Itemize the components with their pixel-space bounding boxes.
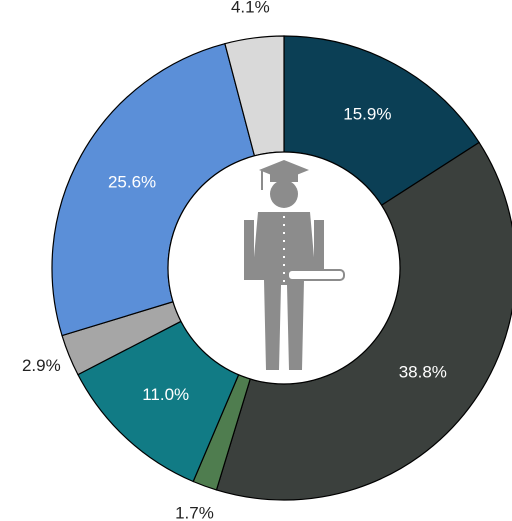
slice-label: 38.8% bbox=[399, 362, 447, 381]
slice-label: 15.9% bbox=[343, 105, 391, 124]
slice-label: 25.6% bbox=[108, 173, 156, 192]
slice-label: 4.1% bbox=[231, 0, 270, 17]
slice-label: 2.9% bbox=[22, 356, 61, 375]
slice-label: 1.7% bbox=[175, 504, 214, 521]
graduate-icon bbox=[244, 160, 345, 370]
slice-label: 11.0% bbox=[142, 385, 189, 404]
